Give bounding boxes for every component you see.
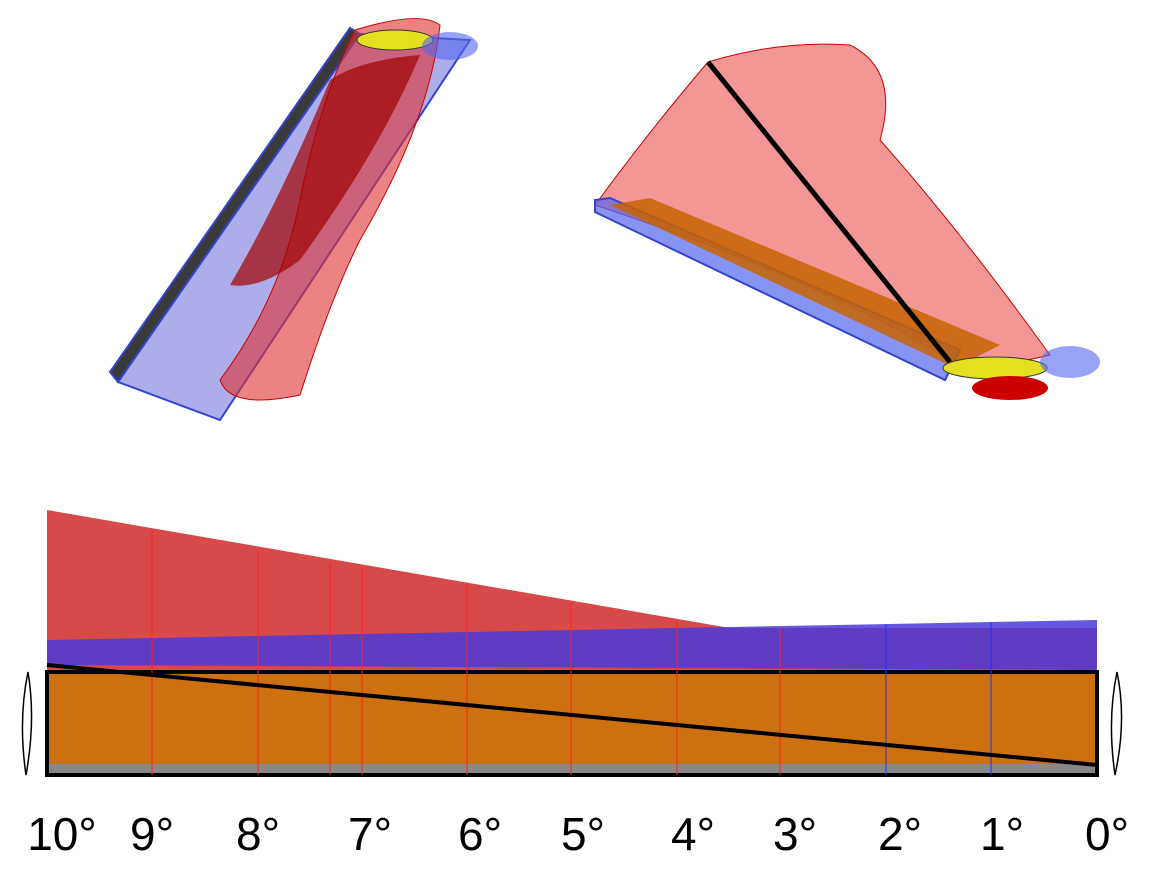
wing-orange-face bbox=[610, 198, 1000, 368]
angle-label: 1° bbox=[980, 808, 1024, 860]
angle-label: 10° bbox=[27, 808, 97, 860]
planform-blue bbox=[47, 620, 1097, 670]
angle-label: 0° bbox=[1085, 808, 1129, 860]
tip-blue bbox=[1040, 346, 1100, 378]
tip-airfoil bbox=[942, 356, 1048, 380]
angle-label: 9° bbox=[130, 808, 174, 860]
tip-airfoil bbox=[356, 29, 434, 51]
wing-planform bbox=[21, 510, 1123, 777]
section-lines bbox=[151, 530, 992, 775]
angle-label: 5° bbox=[561, 808, 605, 860]
angle-label: 6° bbox=[458, 808, 502, 860]
planform-orange bbox=[45, 670, 1099, 777]
wing-red-core bbox=[230, 55, 420, 286]
angle-label: 3° bbox=[773, 808, 817, 860]
planform-edge bbox=[49, 764, 1095, 773]
root-airfoil bbox=[21, 671, 33, 776]
angle-label: 4° bbox=[671, 808, 715, 860]
wing-view-left bbox=[108, 18, 478, 422]
tip-airfoil bbox=[1110, 671, 1123, 776]
tip-blue bbox=[422, 32, 478, 60]
wing-axis-line bbox=[706, 60, 952, 364]
tip-red bbox=[972, 376, 1048, 400]
wing-view-right bbox=[594, 43, 1100, 400]
twist-line bbox=[46, 663, 1098, 767]
angle-label: 2° bbox=[878, 808, 922, 860]
angle-label: 7° bbox=[348, 808, 392, 860]
angle-label: 8° bbox=[236, 808, 280, 860]
